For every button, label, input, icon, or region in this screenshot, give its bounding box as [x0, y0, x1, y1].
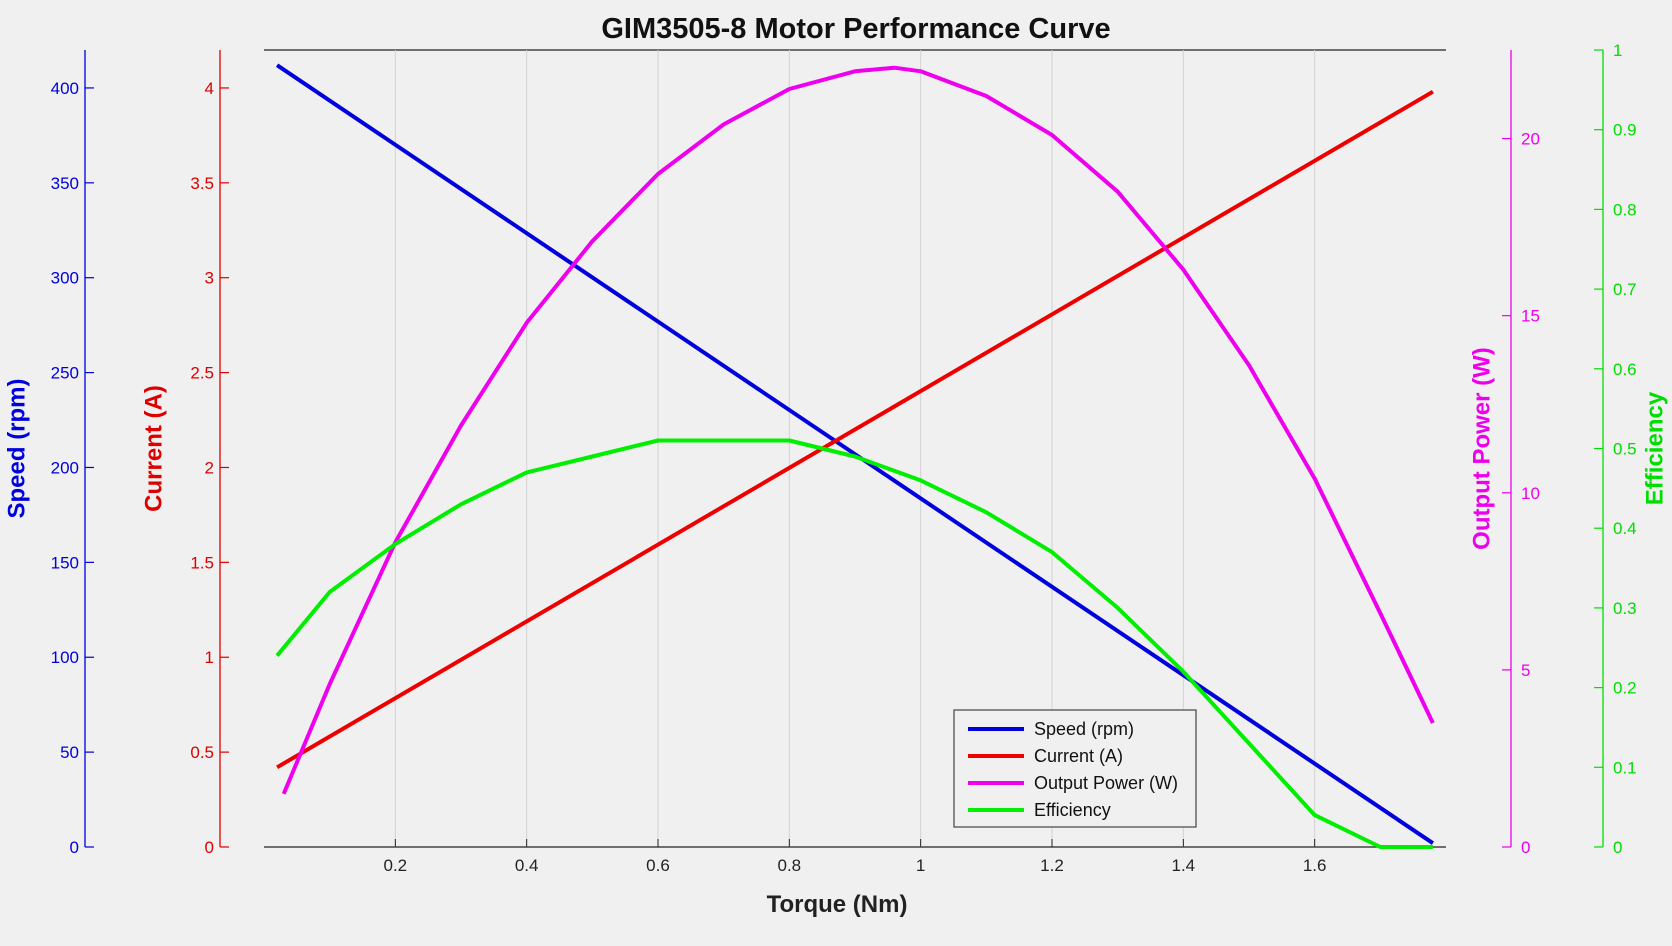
efficiency-tick-label: 0: [1613, 838, 1622, 857]
power-axis-label: Output Power (W): [1468, 347, 1495, 550]
current-tick-label: 3.5: [190, 174, 214, 193]
x-tick-label: 1.4: [1172, 856, 1196, 875]
efficiency-tick-label: 0.4: [1613, 519, 1637, 538]
speed-tick-label: 100: [51, 648, 79, 667]
efficiency-tick-label: 0.7: [1613, 280, 1637, 299]
efficiency-series-line: [275, 438, 1433, 849]
current-tick-label: 3: [205, 269, 214, 288]
legend-entry: Output Power (W): [1034, 773, 1178, 793]
current-tick-label: 1.5: [190, 553, 214, 572]
x-tick-label: 1.6: [1303, 856, 1327, 875]
efficiency-tick-label: 0.2: [1613, 679, 1637, 698]
speed-tick-label: 200: [51, 458, 79, 477]
x-tick-label: 1.2: [1040, 856, 1064, 875]
current-series-line: [276, 89, 1434, 770]
efficiency-tick-label: 0.3: [1613, 599, 1637, 618]
efficiency-tick-label: 0.8: [1613, 200, 1637, 219]
chart-title: GIM3505-8 Motor Performance Curve: [601, 13, 1110, 45]
power-tick-label: 10: [1521, 484, 1540, 503]
legend-entry: Speed (rpm): [1034, 719, 1134, 739]
speed-tick-label: 50: [60, 743, 79, 762]
efficiency-tick-label: 0.5: [1613, 440, 1637, 459]
legend-entry: Efficiency: [1034, 800, 1111, 820]
efficiency-axis-label: Efficiency: [1641, 391, 1668, 505]
speed-tick-label: 0: [70, 838, 79, 857]
current-tick-label: 1: [205, 648, 214, 667]
speed-tick-label: 350: [51, 174, 79, 193]
x-axis-label: Torque (Nm): [767, 891, 908, 918]
power-tick-label: 0: [1521, 838, 1530, 857]
x-tick-label: 0.2: [384, 856, 408, 875]
current-tick-label: 0.5: [190, 743, 214, 762]
speed-tick-label: 400: [51, 79, 79, 98]
power-tick-label: 15: [1521, 307, 1540, 326]
legend-entry: Current (A): [1034, 746, 1123, 766]
current-tick-label: 2: [205, 458, 214, 477]
current-tick-label: 4: [205, 79, 214, 98]
x-tick-label: 0.8: [778, 856, 802, 875]
efficiency-tick-label: 0.6: [1613, 360, 1637, 379]
x-tick-label: 0.4: [515, 856, 539, 875]
efficiency-tick-label: 1: [1613, 41, 1622, 60]
current-tick-label: 0: [205, 838, 214, 857]
x-tick-label: 1: [916, 856, 925, 875]
speed-axis-label: Speed (rpm): [3, 378, 30, 518]
power-tick-label: 20: [1521, 130, 1540, 149]
current-tick-label: 2.5: [190, 364, 214, 383]
power-series-line: [281, 65, 1435, 795]
speed-series-line: [275, 63, 1435, 845]
x-tick-label: 0.6: [646, 856, 670, 875]
power-tick-label: 5: [1521, 661, 1530, 680]
current-axis-label: Current (A): [140, 385, 167, 512]
efficiency-tick-label: 0.9: [1613, 121, 1637, 140]
efficiency-tick-label: 0.1: [1613, 758, 1637, 777]
speed-tick-label: 150: [51, 553, 79, 572]
speed-tick-label: 250: [51, 364, 79, 383]
speed-tick-label: 300: [51, 269, 79, 288]
